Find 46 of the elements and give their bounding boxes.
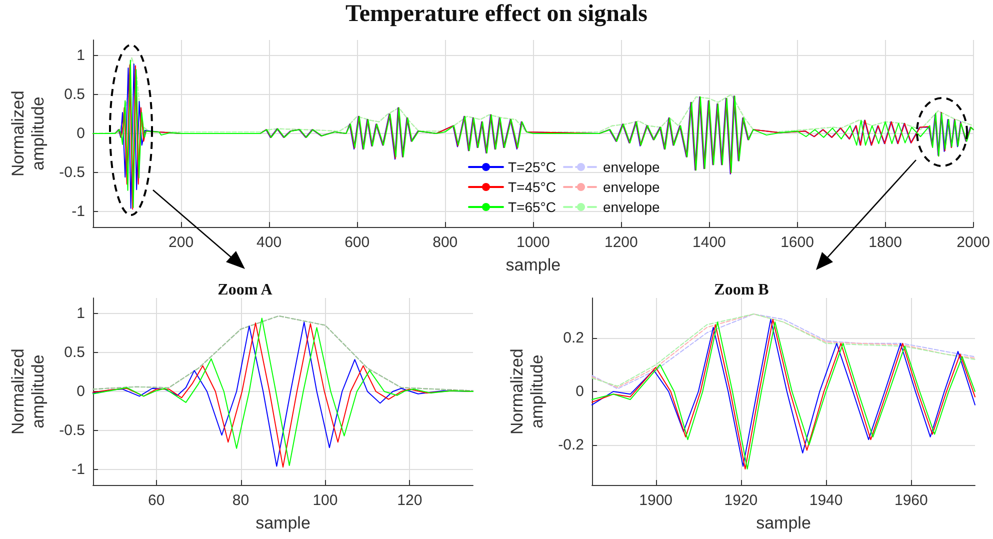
legend-label: T=25°C xyxy=(508,159,556,175)
x-tick-label: 1900 xyxy=(639,492,673,509)
x-tick-label: 100 xyxy=(312,492,338,509)
y-tick-label: 0 xyxy=(76,125,85,142)
x-tick-label: 600 xyxy=(344,234,370,251)
x-tick-label: 2000 xyxy=(956,234,990,251)
y-axis-title: Normalized amplitude xyxy=(508,348,546,434)
x-tick-label: 1200 xyxy=(604,234,638,251)
x-tick-label: 120 xyxy=(397,492,422,509)
y-tick-label: -0.2 xyxy=(558,436,584,454)
y-tick-label: 0 xyxy=(576,383,584,400)
x-tick-label: 1960 xyxy=(894,492,928,509)
chart-title: Zoom B xyxy=(714,282,770,298)
y-axis-title: Normalized amplitude xyxy=(8,348,48,434)
x-tick-label: 1800 xyxy=(868,234,902,251)
chart-title: Temperature effect on signals xyxy=(346,1,648,27)
x-tick-label: 200 xyxy=(168,234,194,251)
y-tick-label: -0.5 xyxy=(59,422,85,439)
y-tick-label: 0.5 xyxy=(64,344,85,362)
y-tick-label: -1 xyxy=(72,460,85,478)
x-tick-label: 60 xyxy=(148,492,165,509)
x-tick-label: 800 xyxy=(432,234,458,251)
legend-label: envelope xyxy=(603,159,660,175)
x-tick-label: 1400 xyxy=(692,234,726,251)
x-tick-label: 1600 xyxy=(780,234,814,251)
x-tick-label: 1920 xyxy=(724,492,758,509)
x-axis-title: sample xyxy=(756,514,811,532)
x-tick-label: 1940 xyxy=(809,492,843,509)
y-tick-label: 0 xyxy=(76,383,85,400)
y-axis-title: Normalized amplitude xyxy=(8,90,48,176)
y-tick-label: -1 xyxy=(72,202,85,220)
x-tick-label: 80 xyxy=(232,492,250,509)
x-axis-title: sample xyxy=(256,514,310,532)
y-tick-label: -0.5 xyxy=(59,164,85,181)
y-tick-label: 0.2 xyxy=(563,330,584,347)
legend-label: T=45°C xyxy=(508,179,556,195)
legend-label: envelope xyxy=(603,199,660,215)
x-tick-label: 1000 xyxy=(516,234,550,251)
legend-label: T=65°C xyxy=(508,199,556,215)
y-tick-label: 1 xyxy=(76,47,85,64)
chart-title: Zoom A xyxy=(218,282,273,298)
x-tick-label: 400 xyxy=(256,234,282,251)
y-tick-label: 1 xyxy=(76,305,85,322)
legend-label: envelope xyxy=(603,179,660,195)
x-axis-title: sample xyxy=(506,256,561,274)
y-tick-label: 0.5 xyxy=(64,86,85,104)
